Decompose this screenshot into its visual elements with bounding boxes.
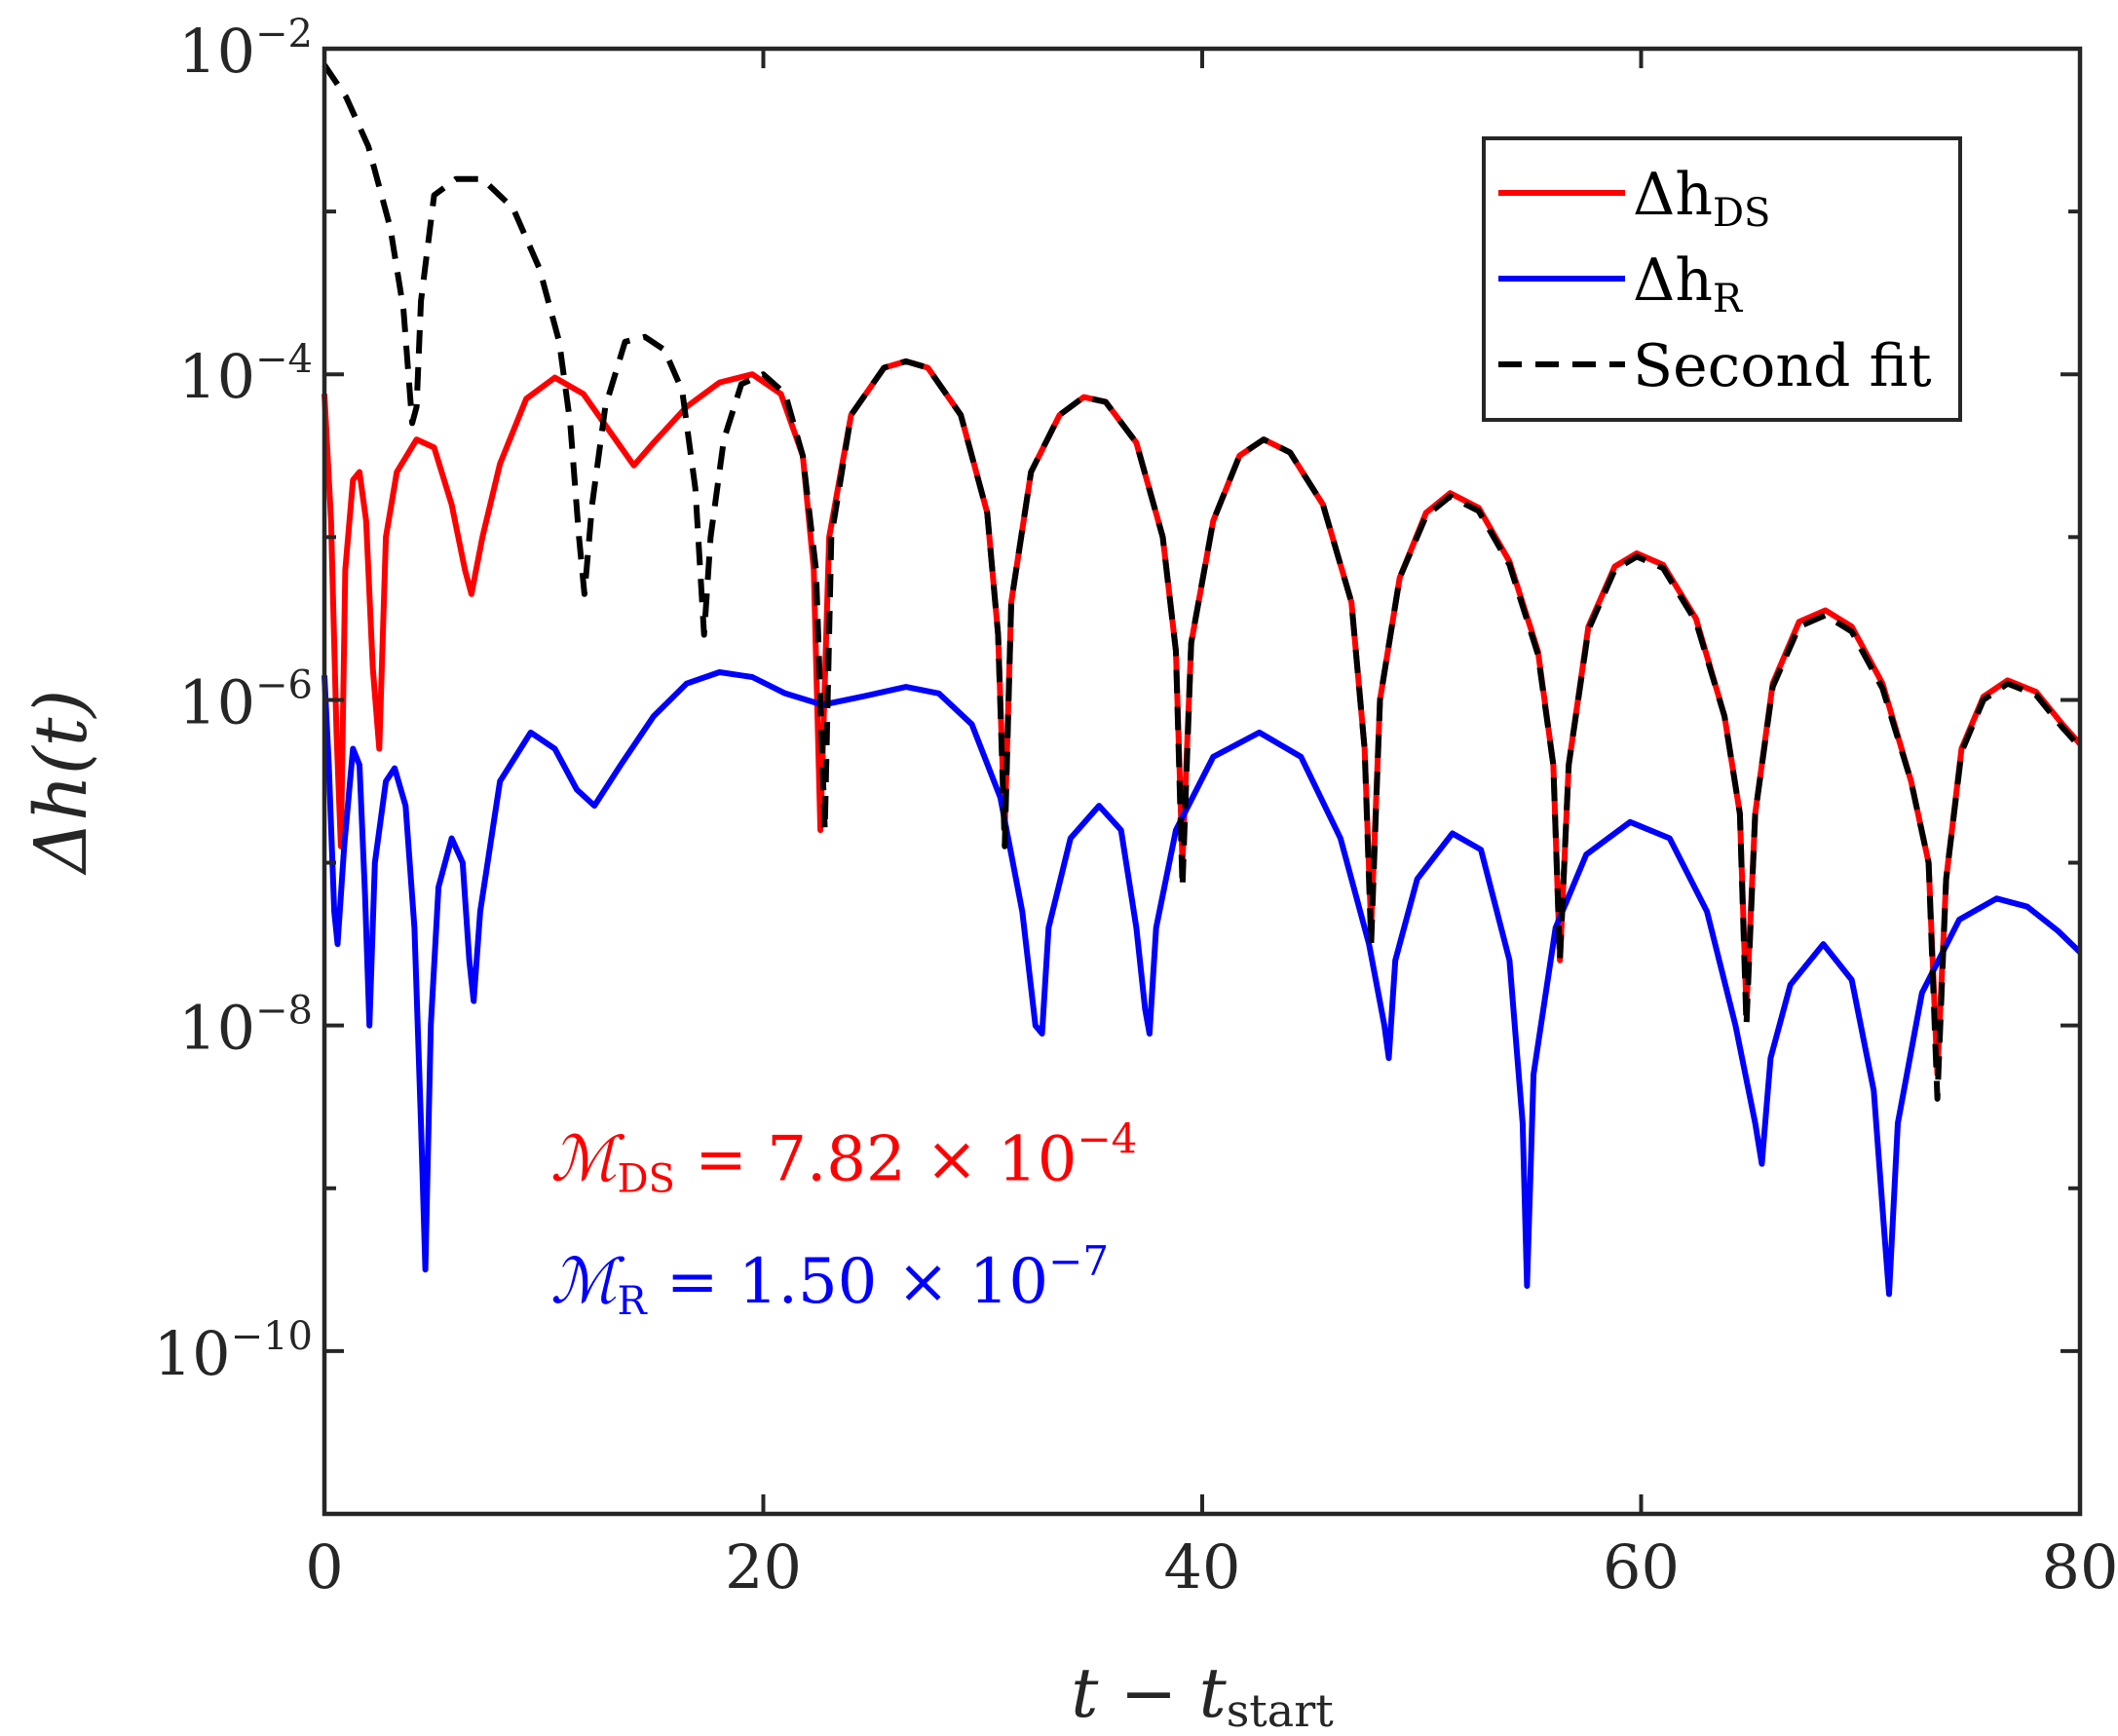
plot-frame [321,46,2083,1517]
y-tick-label: 10−8 [178,989,313,1064]
x-axis-title: t − tstart [1071,1653,1334,1736]
x-tick-label: 0 [305,1531,343,1603]
series-layer [321,63,2083,1298]
annotation-mismatch-ds: ℳDS = 7.82 × 10−4 [550,1114,1137,1201]
x-tick-label: 20 [725,1531,802,1603]
legend-label-fit: Second fit [1633,332,1932,400]
legend-label-r: ΔhR [1633,246,1744,321]
x-tick-label: 80 [2042,1531,2118,1603]
legend-label-ds: ΔhDS [1633,161,1770,236]
y-tick-label: 10−10 [154,1314,313,1389]
y-axis-title: Δh(t) [19,690,103,877]
y-tick-labels: 10−2 10−4 10−6 10−8 10−10 [154,12,313,1389]
y-tick-label: 10−4 [178,337,313,412]
series-line--h-ds [321,358,2083,1077]
x-tick-labels: 0 20 40 60 80 [305,1531,2118,1603]
series-line--h-r [321,669,2083,1298]
x-tick-label: 60 [1603,1531,1680,1603]
legend: ΔhDS ΔhR Second fit [1482,136,1962,422]
x-tick-label: 40 [1164,1531,1241,1603]
annotation-mismatch-r: ℳR = 1.50 × 10−7 [550,1237,1109,1324]
y-tick-label: 10−6 [178,662,313,737]
y-tick-label: 10−2 [178,12,313,87]
series-line-second-fit [321,63,2083,1102]
